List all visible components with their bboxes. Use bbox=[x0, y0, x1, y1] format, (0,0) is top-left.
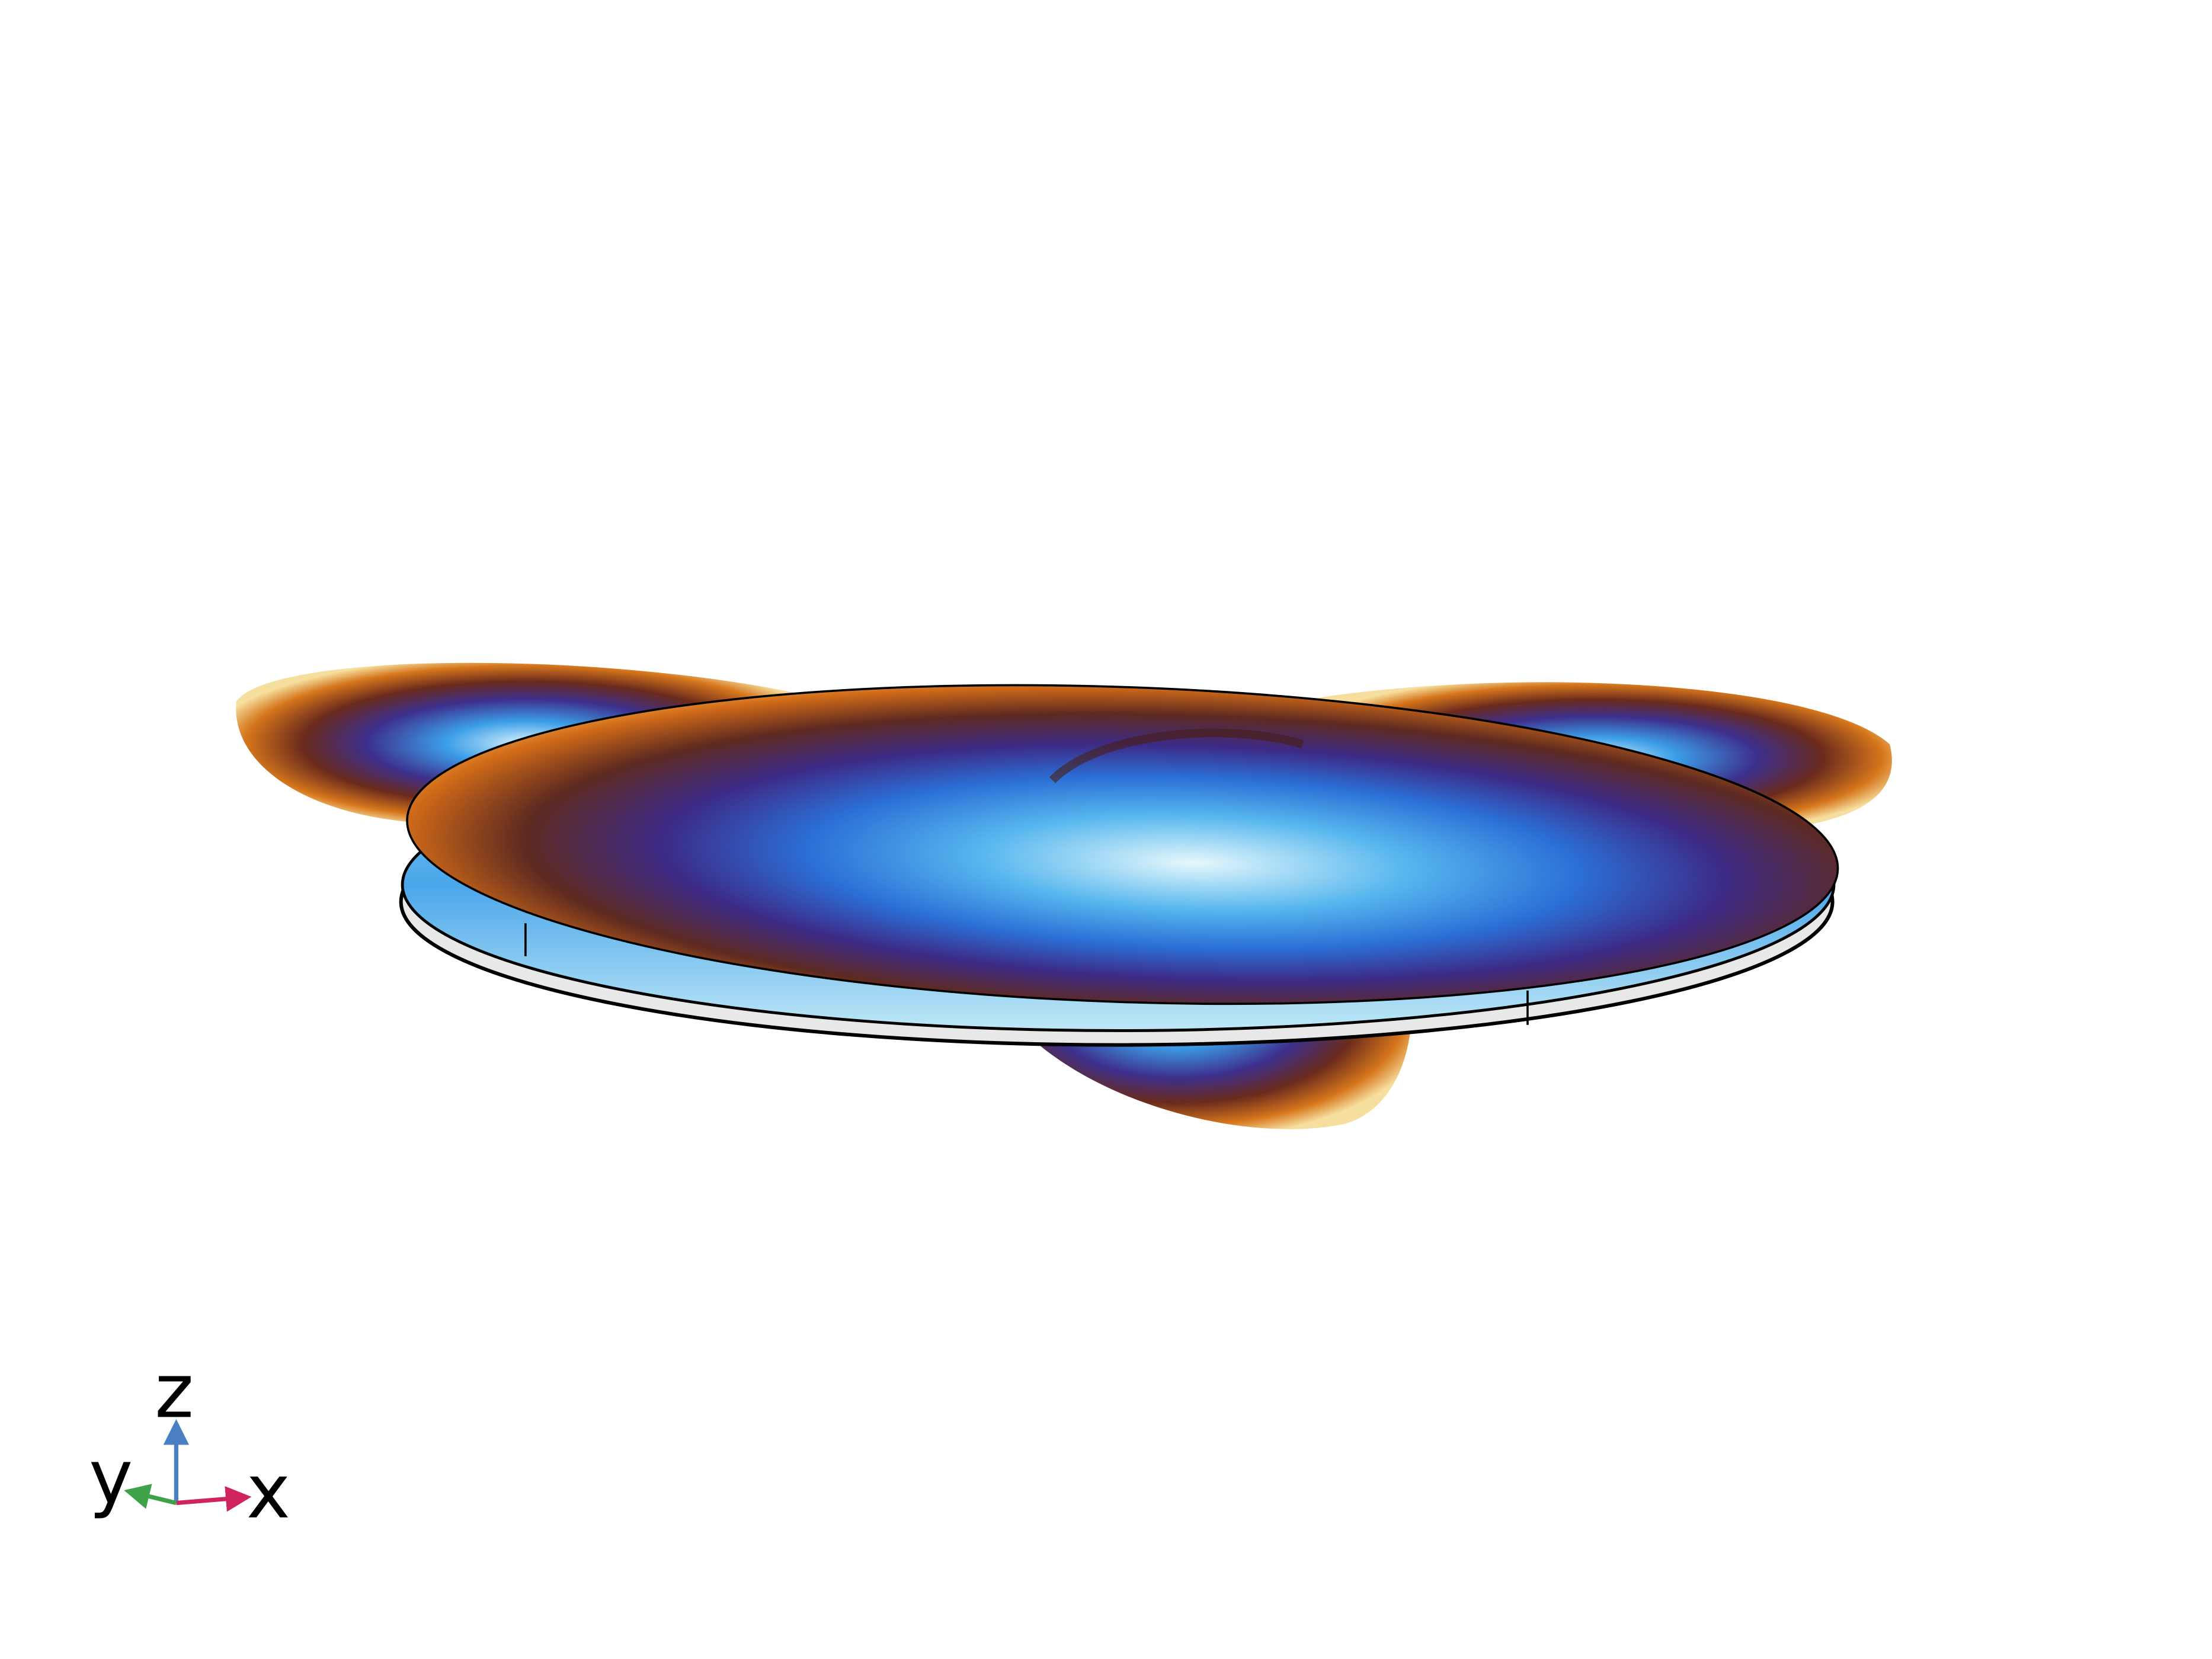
x-label: x bbox=[247, 1448, 290, 1535]
patch-surface bbox=[406, 684, 1839, 1005]
y-axis-arrow bbox=[124, 1484, 177, 1509]
y-label: y bbox=[89, 1434, 133, 1521]
x-axis-arrow bbox=[176, 1486, 252, 1512]
z-label: z bbox=[155, 1348, 194, 1435]
lobe-seam bbox=[1049, 728, 1304, 783]
radiation-pattern bbox=[236, 662, 1892, 1129]
axis-triad: z y x bbox=[89, 1348, 290, 1535]
